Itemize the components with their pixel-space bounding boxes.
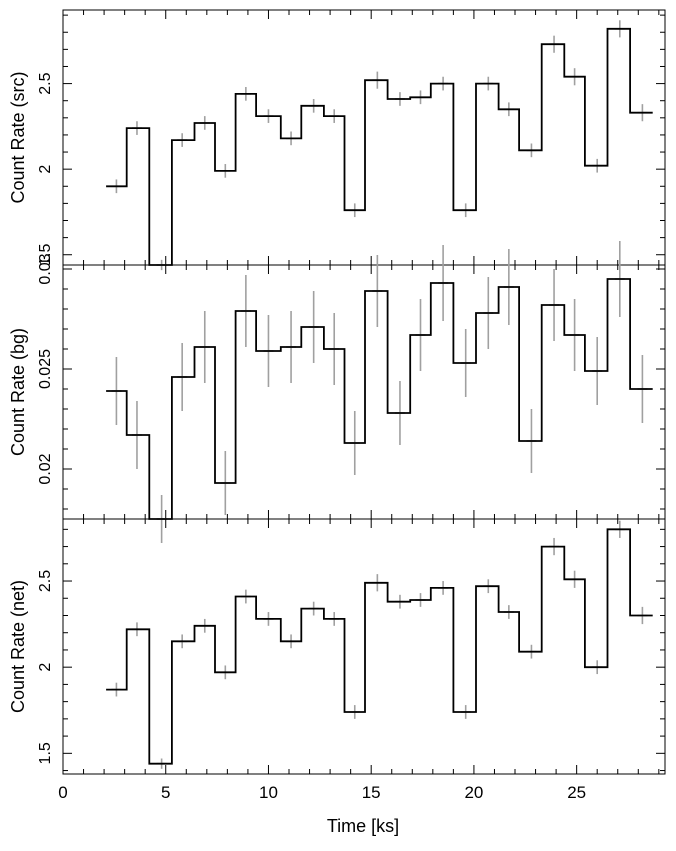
step-line-net bbox=[106, 528, 653, 765]
y-tick-label: 1.5 bbox=[37, 742, 54, 764]
y-tick-label: 2.5 bbox=[37, 570, 54, 592]
y-tick-label: 2 bbox=[37, 663, 54, 672]
x-tick-label: 25 bbox=[567, 783, 586, 802]
y-axis-label-bg: Count Rate (bg) bbox=[8, 328, 28, 456]
x-tick-label: 10 bbox=[259, 783, 278, 802]
x-tick-label: 15 bbox=[362, 783, 381, 802]
step-line-src bbox=[106, 27, 653, 266]
y-tick-label: 1.5 bbox=[37, 244, 54, 266]
y-axis-label-src: Count Rate (src) bbox=[8, 71, 28, 203]
panel-net: 1.5 2 2.5 Count Rate (net) bbox=[8, 518, 666, 775]
x-tick-label: 0 bbox=[58, 783, 67, 802]
y-tick-label: 0.025 bbox=[37, 349, 54, 389]
y-tick-label: 2.5 bbox=[37, 72, 54, 94]
panel-bg: 0.02 0.025 0.03 Count Rate (bg) bbox=[8, 241, 666, 543]
panel-src: 2 2.5 1.5 Count Rate (src) bbox=[8, 9, 666, 271]
y-tick-label: 2 bbox=[37, 165, 54, 174]
panel-net-frame bbox=[62, 518, 666, 775]
y-tick-label: 0.02 bbox=[37, 453, 54, 484]
x-tick-label: 5 bbox=[161, 783, 170, 802]
x-tick-label: 20 bbox=[464, 783, 483, 802]
x-axis-label: Time [ks] bbox=[327, 816, 399, 836]
panel-src-frame bbox=[62, 9, 666, 266]
y-axis-label-net: Count Rate (net) bbox=[8, 580, 28, 713]
y-tick-label: 0.03 bbox=[37, 253, 54, 284]
step-line-bg bbox=[106, 278, 653, 520]
